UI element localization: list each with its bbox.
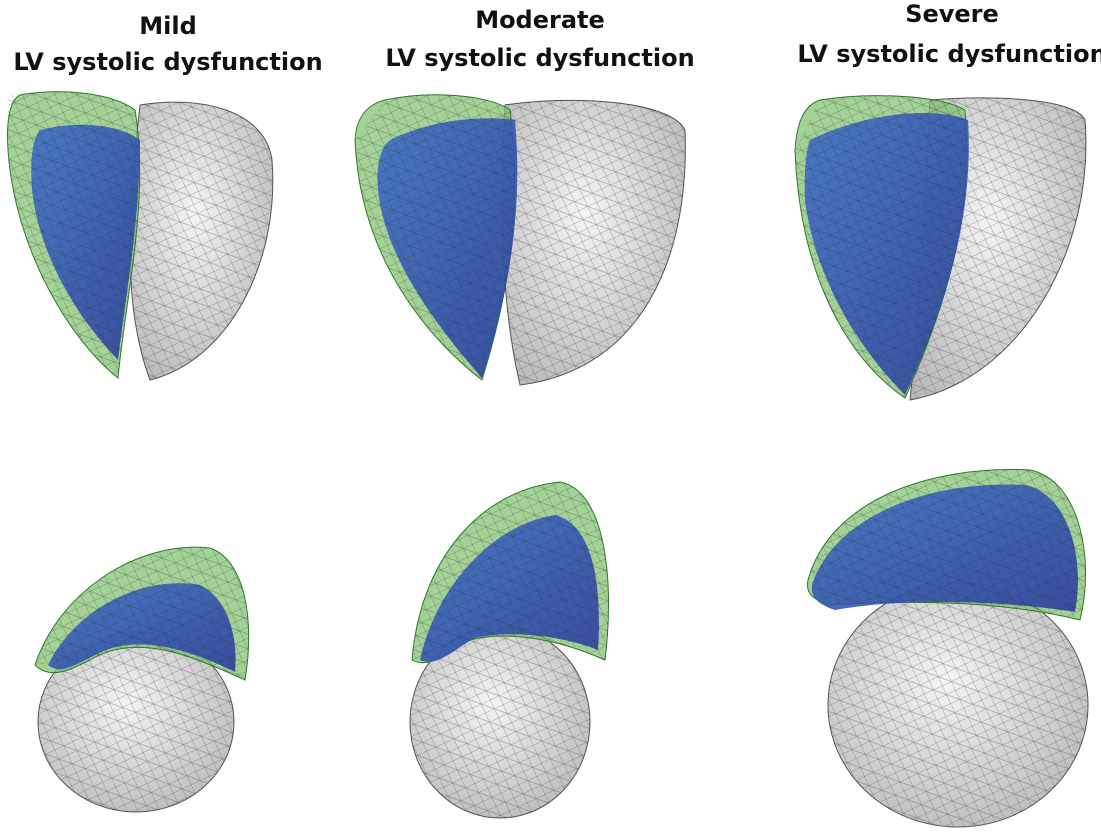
panel-title: Mild [139,12,197,40]
panel-title: Severe [905,0,999,28]
severe-short-axis [807,470,1088,827]
moderate-long-axis [355,95,685,385]
panel-subtitle: LV systolic dysfunction [13,48,322,76]
panel-subtitle: LV systolic dysfunction [797,40,1101,68]
severe-long-axis [795,96,1086,400]
panel-title: Moderate [475,6,605,34]
mild-long-axis [8,92,273,380]
moderate-short-axis [410,482,609,818]
figure: Mild LV systolic dysfunction Moderate LV… [0,0,1101,838]
titles: Mild LV systolic dysfunction Moderate LV… [13,0,1101,76]
mild-short-axis [35,547,249,812]
panel-subtitle: LV systolic dysfunction [385,44,694,72]
